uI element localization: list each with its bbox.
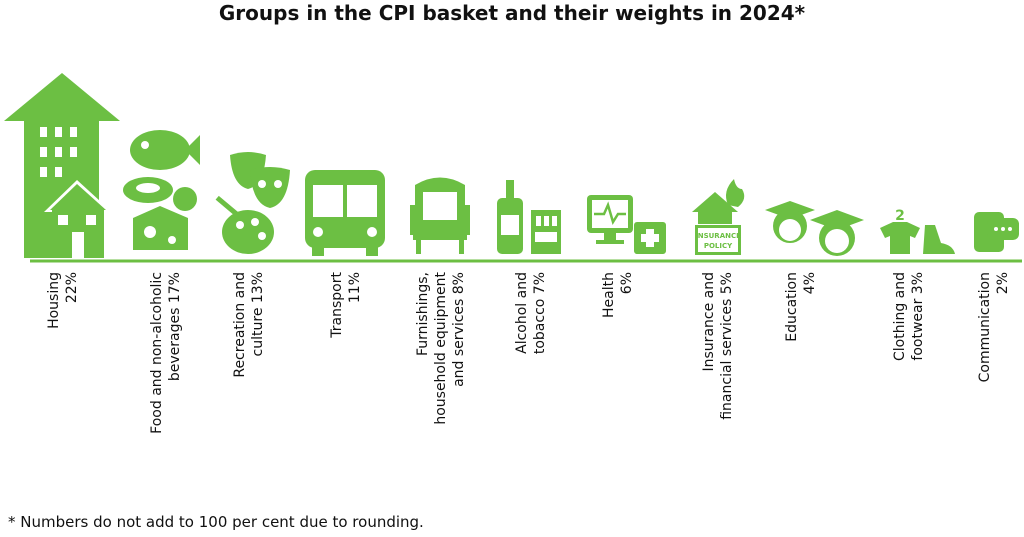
icon-communication: [974, 212, 1019, 252]
icon-housing: [4, 73, 120, 258]
footnote: * Numbers do not add to 100 per cent due…: [8, 513, 424, 531]
category-label: Education: [784, 272, 800, 342]
category-label: and services 8%: [451, 272, 467, 387]
icon-alcohol: [497, 180, 561, 254]
icon-insurance: INSURANCE POLICY: [692, 179, 745, 255]
icon-furnishings: [410, 177, 470, 254]
icon-text-word: INSURANCE: [695, 232, 741, 240]
icon-clothing: 2: [880, 208, 955, 254]
category-label: footwear 3%: [910, 272, 926, 361]
category-label: Transport: [329, 271, 345, 338]
category-label: Housing: [46, 272, 62, 329]
icon-recreation: [215, 152, 290, 254]
category-label: financial services 5%: [719, 272, 735, 420]
category-label: Clothing and: [892, 272, 908, 361]
category-label: culture 13%: [250, 272, 266, 356]
category-label: household equipment: [433, 271, 449, 424]
category-label: 6%: [619, 272, 635, 294]
icon-transport: [305, 170, 385, 256]
category-label: 2%: [995, 272, 1011, 294]
icon-text-word: POLICY: [704, 242, 733, 250]
icon-text-1: INSURANCE POLICY: [695, 232, 741, 250]
icons: INSURANCE POLICY 2: [4, 73, 1019, 258]
category-label: Recreation and: [232, 272, 248, 378]
icon-food: [123, 130, 200, 250]
category-label: Health: [601, 272, 617, 318]
icon-health: [587, 195, 666, 254]
category-label: Insurance and: [701, 272, 717, 371]
category-label: Food and non-alcoholic: [149, 272, 165, 434]
category-label: Communication: [977, 272, 993, 382]
category-label: 22%: [64, 272, 80, 303]
category-label: tobacco 7%: [532, 272, 548, 354]
hanger-digit: 2: [895, 208, 905, 224]
icon-education: [765, 201, 864, 256]
category-label: Furnishings,: [415, 272, 431, 356]
category-label: beverages 17%: [167, 272, 183, 381]
category-label: 11%: [347, 272, 363, 303]
category-label: 4%: [802, 272, 818, 294]
title: Groups in the CPI basket and their weigh…: [219, 1, 806, 25]
category-label: Alcohol and: [514, 272, 530, 354]
